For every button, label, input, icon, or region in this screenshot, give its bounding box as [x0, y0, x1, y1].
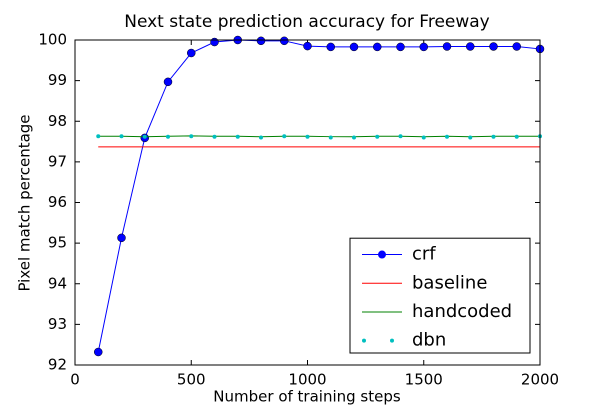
data-point — [235, 134, 240, 139]
data-point — [163, 77, 173, 87]
data-point — [375, 134, 380, 139]
data-point — [352, 135, 356, 140]
y-tick-label: 95 — [48, 234, 67, 252]
data-point — [303, 41, 312, 51]
data-point — [512, 42, 521, 51]
data-point — [419, 42, 428, 52]
data-point — [282, 134, 287, 139]
data-point — [421, 135, 426, 140]
data-point — [398, 134, 403, 139]
data-point — [189, 134, 194, 139]
legend-marker — [390, 338, 394, 343]
data-point — [328, 135, 333, 140]
data-point — [259, 135, 263, 140]
data-point — [326, 42, 335, 52]
legend-label: baseline — [412, 272, 487, 293]
data-point — [396, 42, 405, 52]
plot-frame — [74, 39, 541, 366]
data-point — [466, 42, 475, 51]
series-line — [98, 135, 540, 138]
y-tick-label: 93 — [48, 315, 67, 333]
data-point — [442, 42, 452, 51]
x-axis-label: Number of training steps — [213, 388, 401, 406]
data-point — [280, 36, 289, 46]
data-point — [166, 134, 170, 139]
x-tick-label: 1000 — [288, 371, 326, 389]
x-tick-label: 1500 — [405, 371, 443, 389]
y-tick-label: 97 — [48, 152, 67, 170]
y-tick-label: 96 — [48, 193, 67, 211]
legend-marker — [378, 250, 386, 259]
data-point — [119, 134, 124, 139]
data-point — [117, 233, 126, 243]
chart-title: Next state prediction accuracy for Freew… — [124, 12, 490, 32]
data-point — [212, 134, 217, 139]
data-point — [187, 48, 196, 58]
legend-label: crf — [412, 244, 436, 265]
data-point — [445, 134, 449, 139]
data-point — [468, 135, 473, 140]
data-point — [256, 36, 266, 46]
data-point — [491, 134, 496, 139]
data-point — [514, 134, 519, 139]
data-point — [305, 134, 310, 139]
data-point — [142, 134, 147, 139]
series — [96, 134, 542, 140]
x-tick-label: 2000 — [521, 371, 559, 389]
data-point — [96, 134, 101, 139]
y-tick-label: 92 — [48, 356, 67, 374]
legend-label: dbn — [412, 330, 446, 351]
y-tick-label: 99 — [48, 71, 67, 89]
x-tick-label: 500 — [177, 371, 206, 389]
y-tick-label: 94 — [48, 274, 67, 292]
y-tick-label: 98 — [48, 112, 67, 130]
y-tick-label: 100 — [38, 31, 67, 49]
legend-label: handcoded — [412, 301, 512, 322]
legend-marker — [362, 338, 366, 343]
y-axis-label: Pixel match percentage — [16, 114, 34, 291]
series — [98, 135, 540, 138]
data-point — [489, 42, 498, 51]
data-point — [373, 42, 382, 52]
data-point — [210, 37, 219, 47]
data-point — [94, 347, 103, 357]
data-point — [349, 42, 359, 52]
x-tick-label: 0 — [70, 371, 80, 389]
